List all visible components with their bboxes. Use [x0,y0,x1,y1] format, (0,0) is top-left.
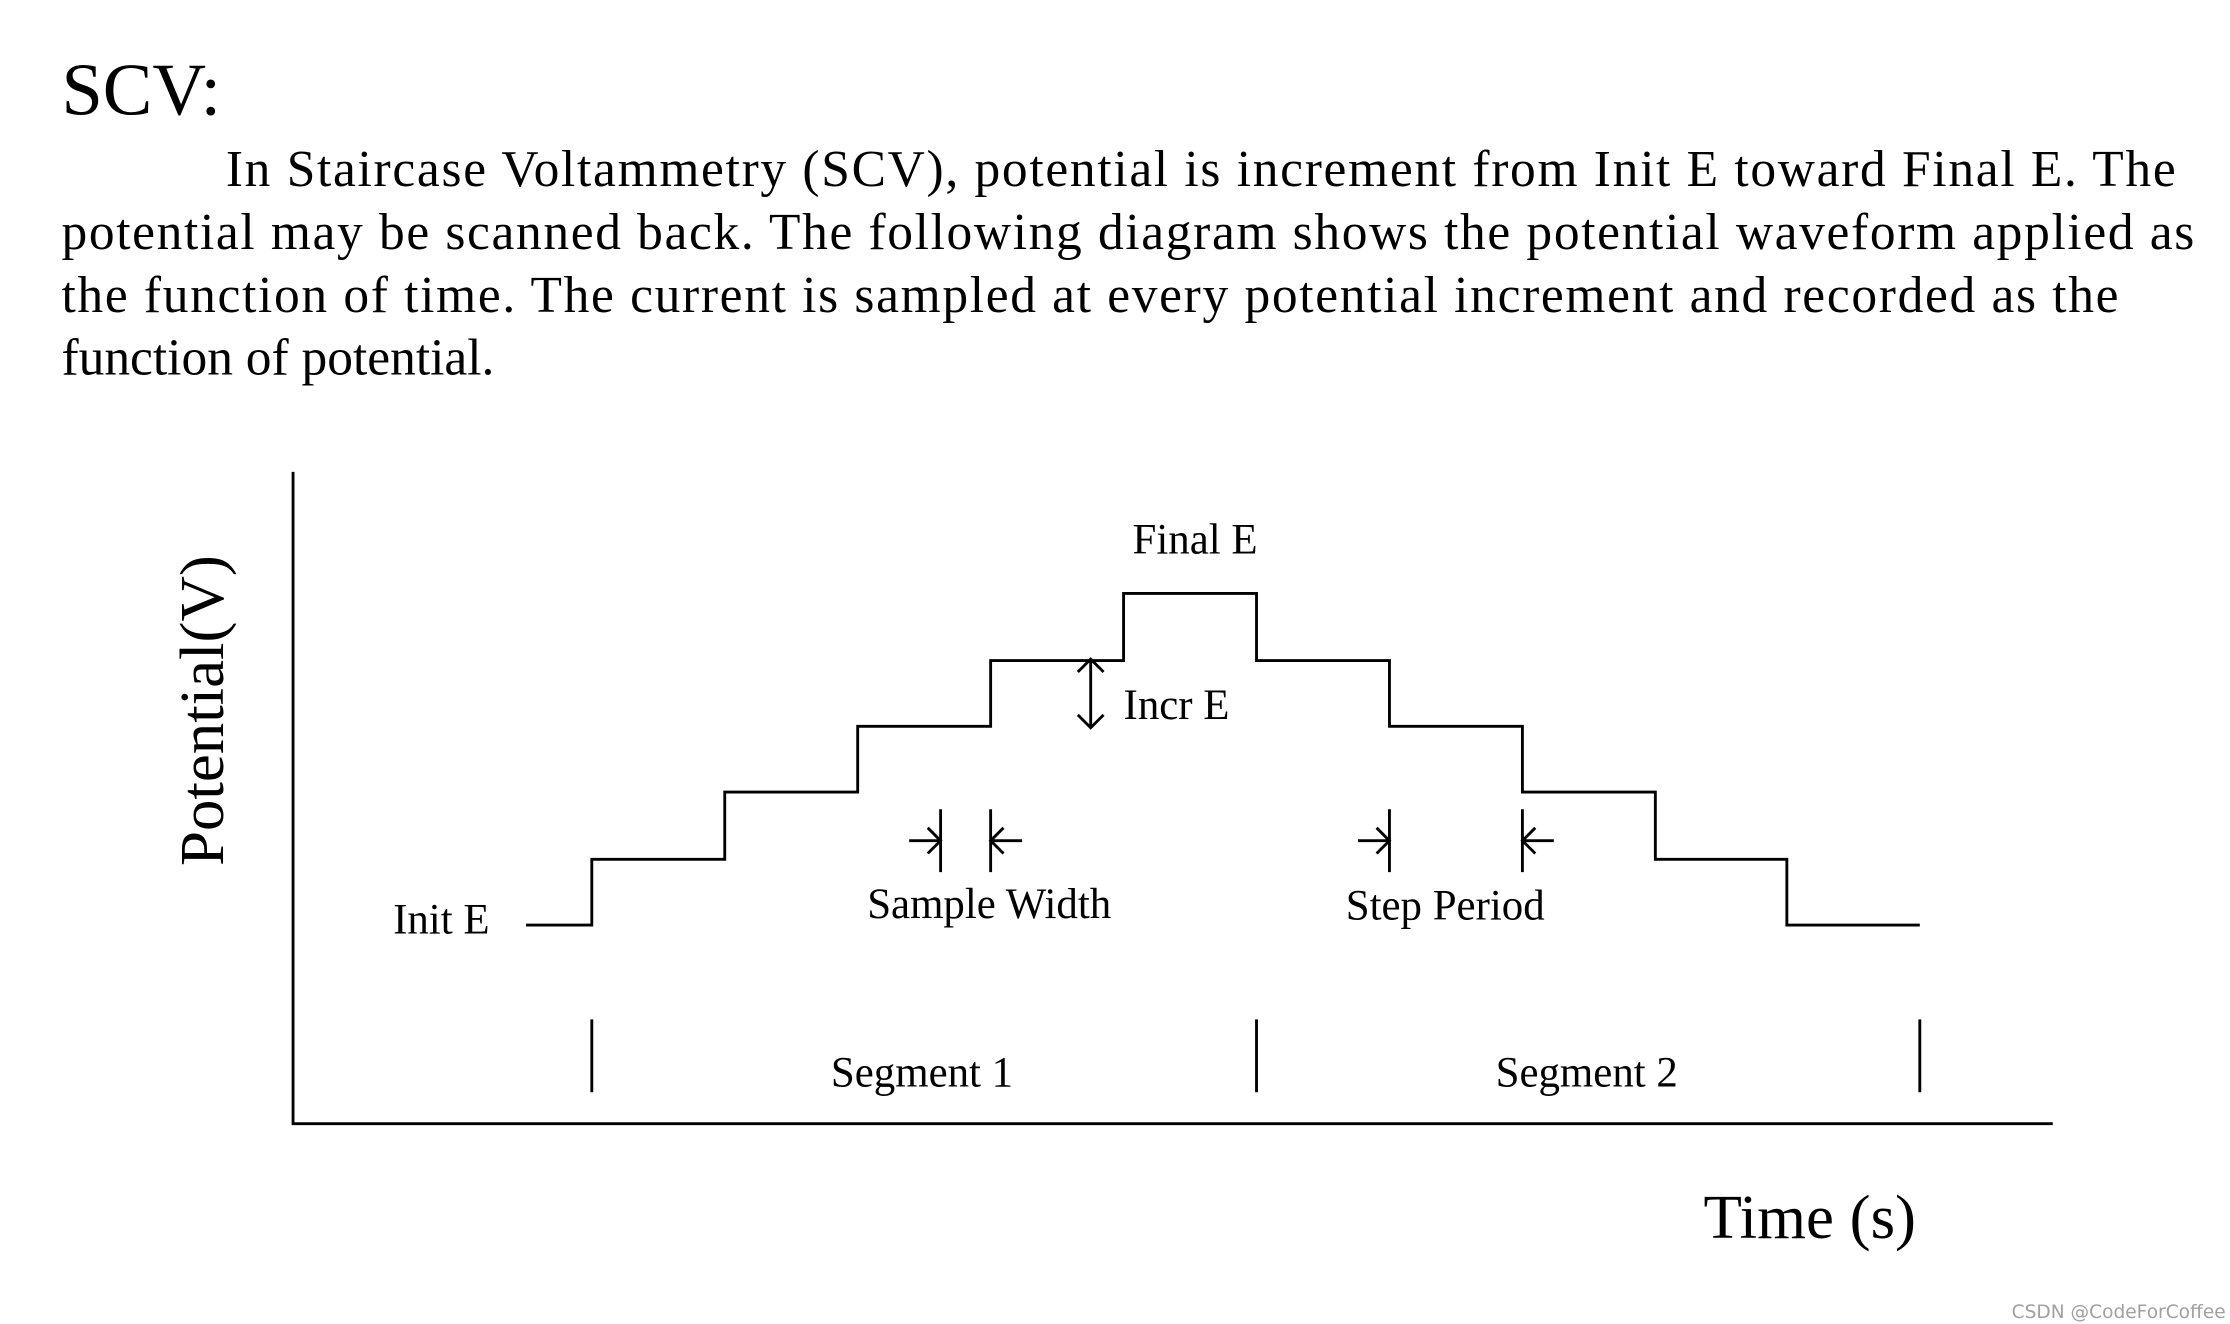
x-axis-label: Time (s) [1703,1182,1916,1252]
staircase-waveform [526,591,1920,927]
segment-label: Segment 1 [831,1050,1013,1097]
final-e-label: Final E [1133,516,1258,563]
y-axis-label: Potential(V) [167,555,237,866]
segment-label: Segment 2 [1496,1050,1678,1097]
segment-ticks [590,1019,1922,1093]
init-e-label: Init E [393,897,489,944]
incr-e-label: Incr E [1124,682,1230,729]
incr-arrow [1076,657,1105,730]
step-period-arrows [1358,809,1554,873]
heading: SCV: [61,50,221,132]
watermark: CSDN @CodeForCoffee [2012,1302,2226,1323]
step-period-label: Step Period [1346,882,1545,929]
sample-width-label: Sample Width [867,881,1111,928]
sample-width-arrows [909,809,1023,873]
paragraph-line: In Staircase Voltammetry (SCV), potentia… [226,141,2176,198]
paragraph-line: potential may be scanned back. The follo… [61,204,2194,261]
axes [291,471,2053,1126]
paragraph-line: function of potential. [61,330,494,387]
diagram: Final E Incr E Init E Sample Width Step … [167,471,2053,1252]
paragraph-line: the function of time. The current is sam… [61,267,2118,324]
